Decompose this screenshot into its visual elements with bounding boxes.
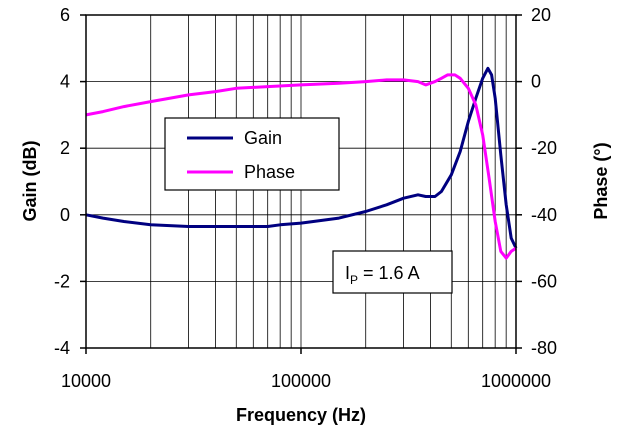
annotation-symbol: I <box>345 263 350 283</box>
y-right-tick-label: -60 <box>531 271 557 291</box>
y-left-tick-label: -4 <box>54 338 70 358</box>
y-right-tick-label: -40 <box>531 205 557 225</box>
y-left-axis-title: Gain (dB) <box>20 141 40 222</box>
legend: Gain Phase <box>164 117 340 191</box>
y-left-axis-ticks: 6 4 2 0 -2 -4 <box>54 5 86 358</box>
y-right-tick-label: 20 <box>531 5 551 25</box>
plot-area <box>85 14 518 349</box>
x-tick-label: 100000 <box>271 371 331 391</box>
y-right-tick-label: -20 <box>531 138 557 158</box>
y-left-tick-label: 4 <box>60 72 70 92</box>
annotation-subscript: P <box>350 273 358 287</box>
x-tick-label: 1000000 <box>481 371 551 391</box>
y-left-tick-label: 0 <box>60 205 70 225</box>
y-right-axis-ticks: 20 0 -20 -40 -60 -80 <box>516 5 557 358</box>
y-right-axis-title: Phase (°) <box>591 142 611 219</box>
annotation-value: = 1.6 A <box>358 263 420 283</box>
annotation-text: IP = 1.6 A <box>345 263 420 287</box>
x-tick-label: 10000 <box>61 371 111 391</box>
series-lines <box>85 66 518 260</box>
y-left-tick-label: -2 <box>54 271 70 291</box>
series-line-gain <box>85 66 518 249</box>
series-line-phase <box>85 73 517 260</box>
x-axis-title: Frequency (Hz) <box>236 405 366 425</box>
current-annotation: IP = 1.6 A <box>332 250 453 294</box>
y-left-tick-label: 6 <box>60 5 70 25</box>
y-left-tick-label: 2 <box>60 138 70 158</box>
y-right-tick-label: 0 <box>531 72 541 92</box>
y-right-tick-label: -80 <box>531 338 557 358</box>
legend-box <box>164 117 340 191</box>
legend-label-phase: Phase <box>244 162 295 182</box>
annotation-box <box>332 250 453 294</box>
x-axis-ticks: 10000 100000 1000000 <box>61 348 551 391</box>
legend-label-gain: Gain <box>244 128 282 148</box>
